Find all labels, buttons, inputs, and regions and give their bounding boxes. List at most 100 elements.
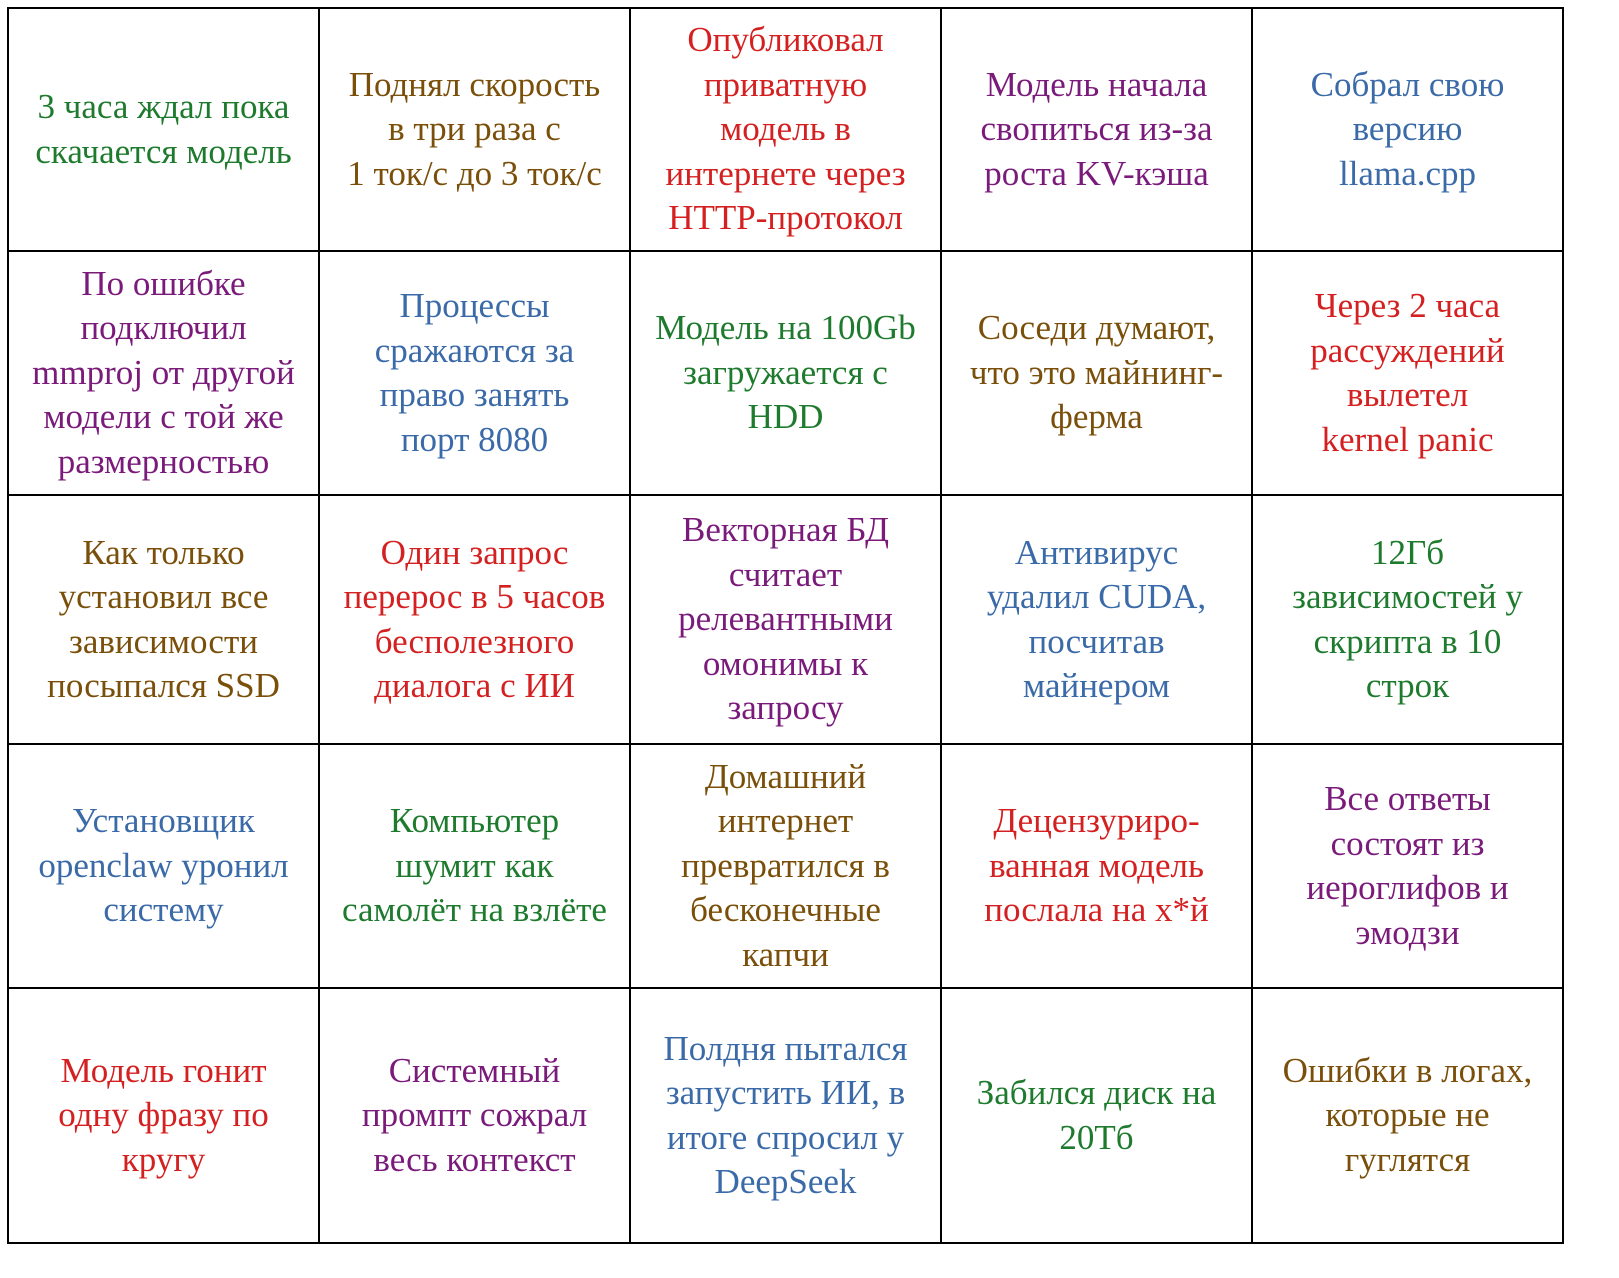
- bingo-cell: Модель на 100Gb загружается с HDD: [629, 250, 942, 496]
- cell-text-line: Один запрос: [380, 532, 569, 572]
- cell-text-line: вылетел: [1346, 375, 1469, 414]
- cell-text-line: роста KV-кэша: [984, 153, 1209, 193]
- cell-text-line: 1 ток/с до 3 ток/с: [347, 153, 602, 193]
- cell-text-line: шумит как: [395, 845, 554, 885]
- cell-text-line: Соседи думают,: [977, 308, 1216, 348]
- bingo-row: 3 часа ждал пока скачается модель Поднял с…: [7, 7, 1564, 252]
- cell-text-line: загружается с: [683, 352, 888, 392]
- bingo-cell: Полдня пытался запустить ИИ, в итоге спрос…: [629, 987, 942, 1244]
- cell-text-line: релевантными: [678, 599, 893, 639]
- cell-text-line: сражаются за: [374, 330, 575, 370]
- cell-text-line: майнером: [1023, 666, 1170, 705]
- bingo-row: По ошибке подключил mmproj от другой модели…: [7, 250, 1564, 496]
- cell-text-line: кругу: [121, 1139, 206, 1179]
- cell-text-line: итоге спросил у: [666, 1117, 905, 1157]
- cell-text-line: Установщик: [72, 801, 255, 841]
- cell-text-line: послала на х*й: [984, 890, 1209, 930]
- bingo-cell: Ошибки в логах, которые не гуглятся: [1251, 987, 1564, 1244]
- cell-text-line: свопиться из-за: [980, 109, 1213, 149]
- cell-text-line: иероглифов и: [1306, 868, 1509, 907]
- bingo-cell: Все ответы состоят из иероглифов и эмодзи: [1251, 743, 1564, 989]
- bingo-cell: Децензуриро-ванная модель послала на х*й: [940, 743, 1253, 989]
- cell-text-line: зависимости: [69, 621, 258, 661]
- cell-text-line: состоят из: [1330, 823, 1485, 863]
- cell-text-line: kernel panic: [1321, 419, 1494, 459]
- cell-text-line: Системный: [388, 1050, 561, 1090]
- bingo-cell: Через 2 часа рассуждений вылетел kernel pan…: [1251, 250, 1564, 496]
- cell-text-line: право занять: [379, 375, 570, 414]
- bingo-cell: Модель начала свопиться из-за роста KV-кэш…: [940, 7, 1253, 252]
- cell-text-line: Собрал свою: [1310, 64, 1505, 104]
- cell-text-line: 20Тб: [1059, 1117, 1134, 1157]
- cell-text-line: Векторная БД: [681, 510, 889, 550]
- cell-text-line: Модель на 100Gb: [655, 308, 916, 348]
- cell-text-line: в три раза с: [388, 109, 561, 149]
- cell-text-line: превратился в: [681, 845, 890, 885]
- bingo-cell: Процессы сражаются за право занять порт 808…: [318, 250, 631, 496]
- cell-text-line: скачается модель: [35, 131, 292, 171]
- cell-text-line: омонимы к: [702, 643, 869, 683]
- bingo-row: Установщик openclaw уронил систему Компьюте…: [7, 743, 1564, 989]
- cell-text-line: зависимостей у: [1292, 577, 1523, 616]
- cell-text-line: HTTP-протокол: [668, 198, 903, 238]
- cell-text-line: Полдня пытался: [663, 1028, 908, 1068]
- cell-text-line: установил все: [58, 577, 269, 616]
- cell-text-line: Компьютер: [389, 801, 560, 841]
- cell-text-line: Забился диск на: [976, 1073, 1217, 1112]
- cell-text-line: запустить ИИ, в: [665, 1073, 906, 1112]
- cell-text-line: Опубликовал: [687, 20, 884, 60]
- cell-text-line: 3 часа ждал пока: [37, 87, 290, 126]
- cell-text-line: удалил CUDA,: [986, 577, 1207, 616]
- cell-text-line: Децензуриро-: [993, 801, 1200, 841]
- cell-text-line: подключил: [80, 308, 247, 348]
- bingo-cell: Собрал свою версию llama.cpp: [1251, 7, 1564, 252]
- bingo-cell: По ошибке подключил mmproj от другой модели…: [7, 250, 320, 496]
- cell-text-line: версию: [1352, 109, 1463, 149]
- bingo-cell: Системный промпт сожрал весь контекст: [318, 987, 631, 1244]
- cell-text-line: ферма: [1050, 397, 1143, 437]
- bingo-cell: 3 часа ждал пока скачается модель: [7, 7, 320, 252]
- cell-text-line: строк: [1365, 666, 1450, 705]
- bingo-row: Как только установил все зависимости посыпа…: [7, 494, 1564, 745]
- bingo-cell: Компьютер шумит как самолёт на взлёте: [318, 743, 631, 989]
- cell-text-line: рассуждений: [1310, 330, 1505, 370]
- cell-text-line: систему: [103, 890, 224, 930]
- cell-text-line: Модель гонит: [60, 1050, 267, 1090]
- bingo-row: Модель гонит одну фразу по кругу Системный п…: [7, 987, 1564, 1244]
- bingo-cell: Один запрос перерос в 5 часов бесполезного…: [318, 494, 631, 745]
- cell-text-line: Ошибки в логах,: [1282, 1050, 1533, 1090]
- cell-text-line: диалога с ИИ: [374, 666, 575, 705]
- cell-text-line: капчи: [742, 934, 829, 974]
- cell-text-line: порт 8080: [400, 419, 549, 459]
- cell-text-line: 12Гб: [1370, 532, 1445, 572]
- cell-text-line: что это майнинг-: [969, 352, 1224, 392]
- cell-text-line: посчитав: [1028, 621, 1165, 661]
- cell-text-line: интернете через: [665, 153, 906, 193]
- cell-text-line: одну фразу по: [58, 1095, 269, 1135]
- bingo-cell: Как только установил все зависимости посыпа…: [7, 494, 320, 745]
- cell-text-line: промпт сожрал: [361, 1095, 588, 1135]
- cell-text-line: перерос в 5 часов: [343, 577, 606, 616]
- cell-text-line: самолёт на взлёте: [342, 890, 607, 930]
- cell-text-line: По ошибке: [81, 263, 246, 303]
- cell-text-line: Все ответы: [1324, 779, 1491, 818]
- cell-text-line: эмодзи: [1355, 912, 1460, 952]
- cell-text-line: бесполезного: [374, 621, 575, 661]
- bingo-cell: Антивирус удалил CUDA, посчитав майнером: [940, 494, 1253, 745]
- cell-text-line: запросу: [727, 688, 844, 728]
- cell-text-line: интернет: [717, 801, 854, 841]
- bingo-cell: 12Гб зависимостей у скрипта в 10 строк: [1251, 494, 1564, 745]
- bingo-cell: Опубликовал приватную модель в интернете че…: [629, 7, 942, 252]
- cell-text-line: гуглятся: [1344, 1139, 1471, 1179]
- cell-text-line: размерностью: [57, 441, 270, 481]
- bingo-table: 3 часа ждал пока скачается модель Поднял с…: [7, 7, 1564, 1244]
- bingo-cell: Модель гонит одну фразу по кругу: [7, 987, 320, 1244]
- bingo-cell: Векторная БД считает релевантными омонимы к…: [629, 494, 942, 745]
- cell-text-line: модели с той же: [43, 397, 284, 437]
- bingo-cell: Соседи думают, что это майнинг-ферма: [940, 250, 1253, 496]
- cell-text-line: модель в: [720, 109, 851, 149]
- cell-text-line: Домашний: [704, 756, 867, 796]
- cell-text-line: приватную: [703, 64, 868, 104]
